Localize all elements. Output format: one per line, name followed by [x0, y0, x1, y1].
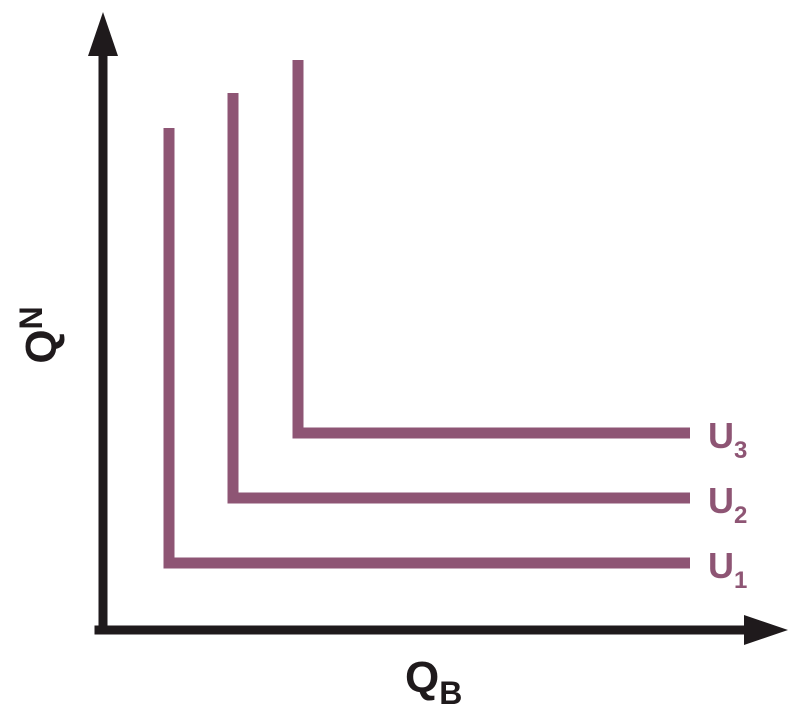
y-axis-arrowhead	[88, 12, 118, 56]
curve-label-u3-sub: 3	[734, 437, 747, 464]
x-axis-label-main: Q	[405, 653, 439, 702]
curve-label-u2-main: U	[708, 480, 734, 521]
y-axis-label-sub: N	[13, 306, 49, 329]
x-axis-label-sub: B	[439, 675, 462, 711]
curve-label-u1-main: U	[708, 545, 734, 586]
indifference-curve-u1	[163, 128, 690, 569]
svg-text:QN: QN	[13, 306, 66, 363]
indifference-curve-u3	[292, 60, 690, 439]
curve-label-u2: U2	[708, 480, 747, 529]
x-axis-arrowhead	[744, 615, 788, 645]
curve-label-u2-sub: 2	[734, 502, 747, 529]
curve-label-u3-main: U	[708, 415, 734, 456]
x-axis-label: QB	[405, 653, 462, 711]
y-axis-label-main: Q	[17, 329, 66, 363]
curve-label-u1: U1	[708, 545, 747, 594]
curve-label-u3: U3	[708, 415, 747, 464]
curve-label-u1-sub: 1	[734, 567, 747, 594]
indifference-curve-u2	[227, 93, 690, 504]
y-axis-label: QN	[13, 306, 66, 363]
